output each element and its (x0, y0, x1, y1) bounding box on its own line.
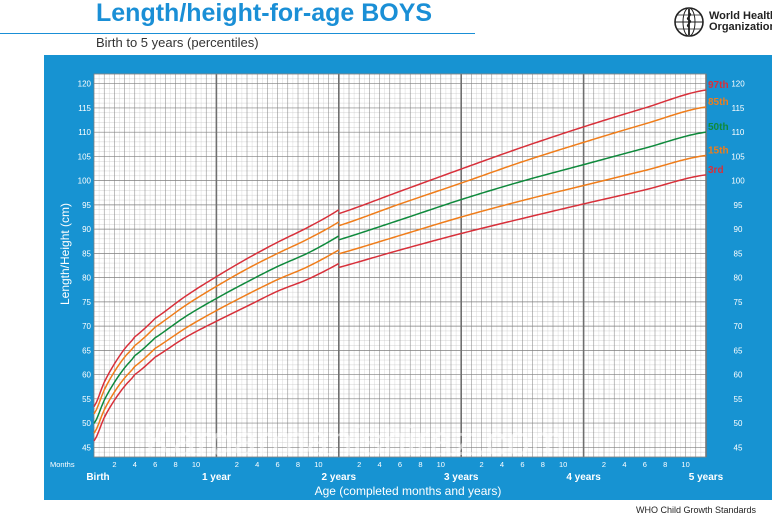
footer-source: WHO Child Growth Standards (635, 505, 756, 515)
month-tick: 6 (643, 460, 647, 469)
y-tick-right: 105 (731, 152, 745, 161)
month-tick: 2 (602, 460, 606, 469)
y-tick-right: 120 (731, 80, 745, 89)
month-tick: 8 (296, 460, 300, 469)
month-tick: 8 (541, 460, 545, 469)
month-tick: 4 (622, 460, 626, 469)
y-tick-left: 65 (82, 346, 91, 355)
y-tick-right: 55 (734, 395, 743, 404)
month-tick: 2 (357, 460, 361, 469)
curve-85th-length (93, 221, 340, 415)
y-tick-right: 60 (734, 371, 743, 380)
curve-3rd-length (93, 262, 340, 442)
y-tick-right: 70 (734, 322, 743, 331)
y-tick-right: 100 (731, 177, 745, 186)
y-tick-left: 85 (82, 249, 91, 258)
year-tick-label: 1 year (202, 472, 231, 483)
y-tick-right: 80 (734, 274, 743, 283)
y-tick-left: 110 (78, 128, 91, 137)
month-tick: 6 (398, 460, 402, 469)
curve-97th-length (93, 209, 340, 407)
month-tick: 10 (192, 460, 200, 469)
month-tick: 8 (174, 460, 178, 469)
curve-97th-height (338, 89, 707, 215)
month-tick: 10 (314, 460, 322, 469)
watermark-text: Kardarmanishiraz.com (145, 417, 565, 464)
who-emblem-icon (674, 7, 704, 37)
who-name-line2: Organization (709, 21, 772, 33)
y-tick-left: 80 (82, 274, 91, 283)
y-tick-right: 50 (734, 419, 743, 428)
y-tick-left: 60 (82, 371, 91, 380)
curve-3rd-height (338, 174, 707, 269)
y-tick-left: 75 (82, 298, 91, 307)
curve-15th-length (93, 249, 340, 434)
plot-border (93, 73, 707, 458)
month-tick: 10 (437, 460, 445, 469)
year-tick-label: 3 years (444, 472, 479, 483)
month-tick: 6 (153, 460, 157, 469)
month-tick: 4 (378, 460, 382, 469)
curve-85th-height (338, 106, 707, 227)
y-tick-left: 105 (78, 152, 92, 161)
y-tick-right: 85 (734, 249, 743, 258)
month-tick: 6 (276, 460, 280, 469)
month-tick: 2 (112, 460, 116, 469)
y-tick-left: 100 (78, 177, 92, 186)
y-tick-right: 110 (732, 128, 745, 137)
who-name: World Health Organization (709, 11, 772, 33)
curve-50th-length (93, 235, 340, 424)
month-tick: 8 (418, 460, 422, 469)
x-axis-title: Age (completed months and years) (315, 484, 502, 498)
y-tick-left: 115 (78, 104, 91, 113)
y-axis-title: Length/Height (cm) (58, 203, 72, 305)
y-tick-left: 45 (82, 443, 91, 452)
curve-15th-height (338, 154, 707, 255)
y-tick-left: 55 (82, 395, 91, 404)
month-tick: 10 (681, 460, 689, 469)
month-tick: 10 (559, 460, 567, 469)
label-50th: 50th (708, 122, 729, 133)
month-tick: 2 (235, 460, 239, 469)
month-tick: 6 (520, 460, 524, 469)
page-title: Length/height-for-age BOYS (96, 0, 433, 27)
y-tick-right: 95 (734, 201, 743, 210)
year-tick-label: 4 years (566, 472, 601, 483)
title-rule (0, 33, 475, 34)
curve-50th-height (338, 131, 707, 241)
y-tick-right: 75 (734, 298, 743, 307)
y-tick-right: 115 (732, 104, 745, 113)
year-tick-label: 2 years (322, 472, 357, 483)
y-tick-right: 45 (734, 443, 743, 452)
y-tick-right: 90 (734, 225, 743, 234)
month-tick: 8 (663, 460, 667, 469)
label-85th: 85th (708, 97, 729, 108)
year-tick-label: 5 years (689, 472, 724, 483)
y-tick-left: 70 (82, 322, 91, 331)
y-tick-left: 50 (82, 419, 91, 428)
month-tick: 4 (133, 460, 137, 469)
page-subtitle: Birth to 5 years (percentiles) (96, 35, 259, 50)
year-tick-label: Birth (86, 472, 109, 483)
y-tick-left: 90 (82, 225, 91, 234)
month-tick: 2 (480, 460, 484, 469)
y-tick-left: 95 (82, 201, 91, 210)
who-name-line1: World Health (709, 10, 772, 22)
y-tick-right: 65 (734, 346, 743, 355)
label-15th: 15th (708, 145, 729, 156)
month-tick: 4 (255, 460, 259, 469)
who-logo: World Health Organization (673, 6, 772, 40)
month-tick: 4 (500, 460, 504, 469)
label-3rd: 3rd (708, 165, 724, 176)
label-97th: 97th (708, 80, 729, 91)
y-tick-left: 120 (78, 80, 92, 89)
chart-panel: 97th 85th 50th 15th 3rd 45 45 50 50 55 55 60 60 65 65… (44, 55, 772, 500)
months-row-label: Months (50, 460, 75, 469)
